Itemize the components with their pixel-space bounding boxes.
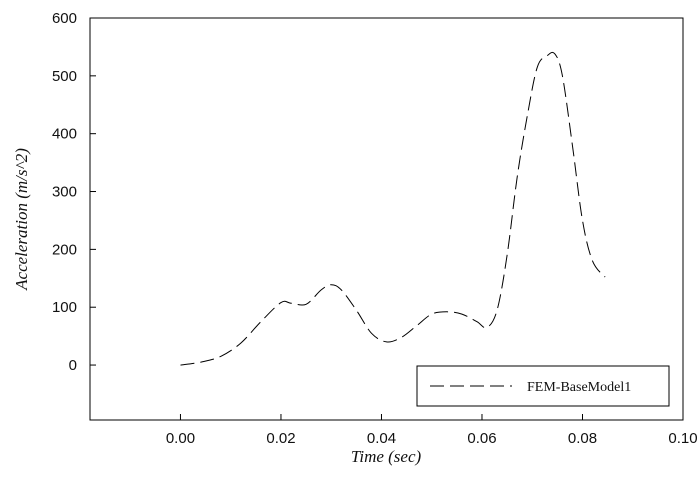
data-point [415,324,418,327]
x-tick-label: 0.10 [668,430,697,447]
y-tick-label: 300 [52,184,77,201]
data-point [486,326,489,329]
y-axis-title: Acceleration (m/s^2) [12,148,31,291]
y-tick-label: 500 [52,68,77,85]
x-tick-label: 0.02 [266,430,295,447]
x-tick-label: 0.06 [467,430,496,447]
data-point [430,313,433,316]
series-line-fem-basemodel1 [180,51,606,366]
y-tick-label: 400 [52,126,77,143]
data-point [496,309,499,312]
legend: FEM-BaseModel1 [416,365,670,407]
x-tick-label: 0.00 [166,430,195,447]
legend-label: FEM-BaseModel1 [527,380,631,395]
plot-area-frame [89,17,684,421]
y-tick-label: 0 [69,357,77,374]
x-tick-label: 0.04 [367,430,396,447]
data-point [581,219,584,222]
x-axis-title: Time (sec) [351,447,422,466]
y-axis-ticks: 0 100 200 300 400 500 600 [52,10,96,374]
x-tick-label: 0.08 [568,430,597,447]
y-tick-label: 600 [52,10,77,27]
y-tick-label: 200 [52,241,77,258]
y-tick-label: 100 [52,299,77,316]
x-axis-ticks: 0.00 0.02 0.04 0.06 0.08 0.10 [166,414,698,447]
series-points [179,52,607,366]
data-point [355,309,358,312]
